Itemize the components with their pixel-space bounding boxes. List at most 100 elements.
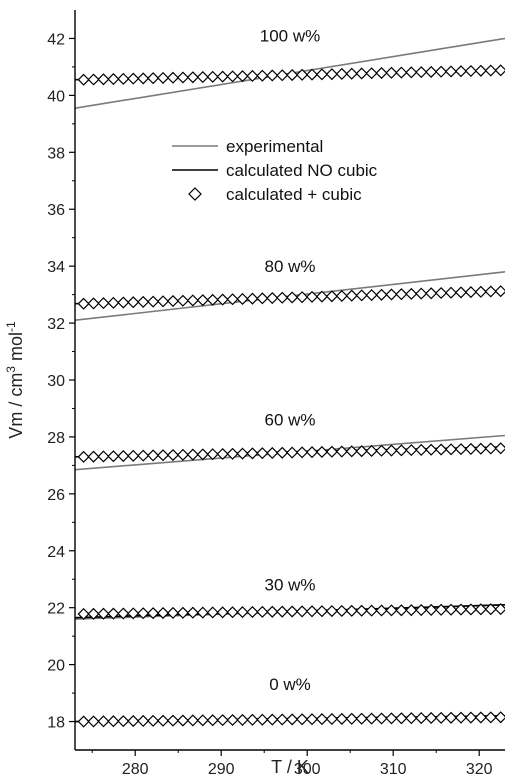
- calculated-cubic-marker: [216, 293, 229, 306]
- calculated-cubic-marker: [305, 68, 319, 81]
- calculated-cubic-marker: [405, 287, 418, 300]
- calculated-cubic-marker: [117, 449, 130, 463]
- calculated-cubic-marker: [276, 605, 289, 618]
- calculated-cubic-marker: [484, 64, 497, 77]
- calculated-cubic-marker: [425, 603, 438, 616]
- calculated-cubic-marker: [256, 69, 269, 82]
- calculated-cubic-marker: [127, 607, 140, 620]
- calculated-cubic-marker: [375, 604, 388, 617]
- calculated-cubic-marker: [87, 607, 100, 620]
- y-tick-label: 36: [47, 202, 65, 219]
- series-group-1: [75, 271, 505, 322]
- calculated-cubic-marker: [77, 73, 90, 86]
- calculated-cubic-marker: [345, 67, 358, 80]
- calculated-cubic-marker: [474, 64, 487, 77]
- calculated-cubic-marker: [335, 67, 348, 80]
- x-tick-label: 280: [122, 761, 149, 777]
- calculated-cubic-marker: [395, 288, 408, 301]
- calculated-cubic-marker: [315, 445, 328, 459]
- calculated-cubic-marker: [435, 603, 448, 616]
- series-group-3: [75, 603, 505, 621]
- calculated-cubic-marker: [147, 295, 160, 308]
- calculated-cubic-marker: [315, 605, 328, 618]
- calculated-cubic-marker: [375, 66, 388, 80]
- calculated-cubic-marker: [375, 288, 388, 301]
- calculated-cubic-marker: [325, 68, 338, 81]
- calculated-cubic-marker: [435, 65, 448, 78]
- calculated-cubic-marker: [454, 65, 468, 78]
- calculated-cubic-marker: [256, 713, 269, 726]
- calculated-cubic-marker: [286, 713, 299, 726]
- calculated-cubic-marker: [117, 607, 130, 620]
- calculated-cubic-marker: [137, 449, 150, 462]
- y-tick-label: 30: [47, 373, 65, 390]
- y-tick-label: 24: [47, 544, 65, 561]
- calculated-cubic-marker: [107, 607, 120, 620]
- calculated-cubic-marker: [345, 604, 358, 617]
- calculated-cubic-marker: [494, 603, 505, 616]
- legend: experimental calculated NO cubic calculate…: [172, 137, 378, 204]
- calculated-cubic-marker: [286, 291, 299, 304]
- calculated-cubic-marker: [226, 70, 239, 83]
- calculated-cubic-marker: [405, 444, 418, 457]
- y-tick-label: 26: [47, 487, 65, 504]
- calculated-cubic-marker: [444, 65, 458, 78]
- calculated-cubic-marker: [266, 292, 279, 305]
- calculated-cubic-marker: [325, 290, 338, 303]
- calculated-cubic-marker: [246, 447, 259, 460]
- calculated-cubic-marker: [315, 68, 328, 81]
- calculated-cubic-marker: [345, 289, 358, 302]
- y-tick-label: 32: [47, 316, 65, 333]
- calculated-cubic-marker: [454, 603, 468, 616]
- calculated-cubic-marker: [276, 713, 289, 726]
- calculated-cubic-marker: [474, 442, 487, 455]
- calculated-cubic-marker: [405, 604, 418, 617]
- calculated-cubic-marker: [156, 295, 170, 308]
- calculated-cubic-marker: [246, 713, 259, 726]
- x-tick-label: 300: [294, 761, 321, 777]
- calculated-cubic-marker: [236, 606, 249, 619]
- calculated-cubic-marker: [196, 714, 209, 727]
- calculated-cubic-marker: [137, 714, 150, 727]
- calculated-cubic-marker: [464, 442, 477, 455]
- calculated-cubic-marker: [444, 711, 458, 724]
- calculated-cubic-marker: [296, 291, 309, 304]
- calculated-cubic-marker: [97, 297, 110, 310]
- calculated-cubic-marker: [395, 604, 408, 617]
- calculated-cubic-marker: [236, 292, 249, 306]
- calculated-cubic-marker: [305, 713, 319, 726]
- calculated-cubic-marker: [415, 66, 428, 79]
- x-axis-title: T / K: [271, 757, 309, 777]
- calculated-cubic-marker: [166, 606, 180, 619]
- calculated-cubic-marker: [435, 711, 448, 724]
- calculated-cubic-marker: [256, 605, 269, 618]
- calculated-cubic-marker: [454, 711, 468, 724]
- calculated-cubic-marker: [355, 712, 368, 725]
- calculated-cubic-marker: [226, 293, 239, 306]
- calculated-cubic-marker: [216, 606, 229, 619]
- x-tick-label: 310: [380, 761, 407, 777]
- calculated-cubic-marker: [365, 289, 378, 302]
- y-tick-label: 40: [47, 88, 65, 105]
- calculated-cubic-marker: [325, 445, 338, 458]
- calculated-cubic-marker: [156, 71, 170, 84]
- axes: 18 20 22 24 26 28 30 32 34 36 38 40 42 280 290 300 310 32…: [47, 10, 505, 777]
- y-tick-label: 42: [47, 31, 65, 48]
- calculated-cubic-marker: [226, 606, 239, 619]
- calculated-cubic-marker: [226, 713, 239, 727]
- calculated-cubic-marker: [107, 73, 120, 86]
- legend-swatch-calculated-cubic: [188, 187, 202, 201]
- group-label: 30 w%: [264, 576, 315, 595]
- calculated-cubic-marker: [435, 286, 448, 300]
- calculated-cubic-marker: [286, 605, 299, 618]
- series-group-0: [75, 37, 505, 109]
- calculated-cubic-marker: [166, 71, 180, 84]
- calculated-cubic-marker: [127, 72, 140, 85]
- calculated-cubic-marker: [216, 447, 229, 461]
- calculated-cubic-marker: [97, 450, 110, 463]
- calculated-cubic-marker: [266, 69, 279, 82]
- calculated-cubic-marker: [147, 714, 160, 727]
- calculated-cubic-marker: [425, 287, 438, 300]
- calculated-cubic-marker: [454, 443, 468, 456]
- calculated-cubic-marker: [385, 288, 398, 301]
